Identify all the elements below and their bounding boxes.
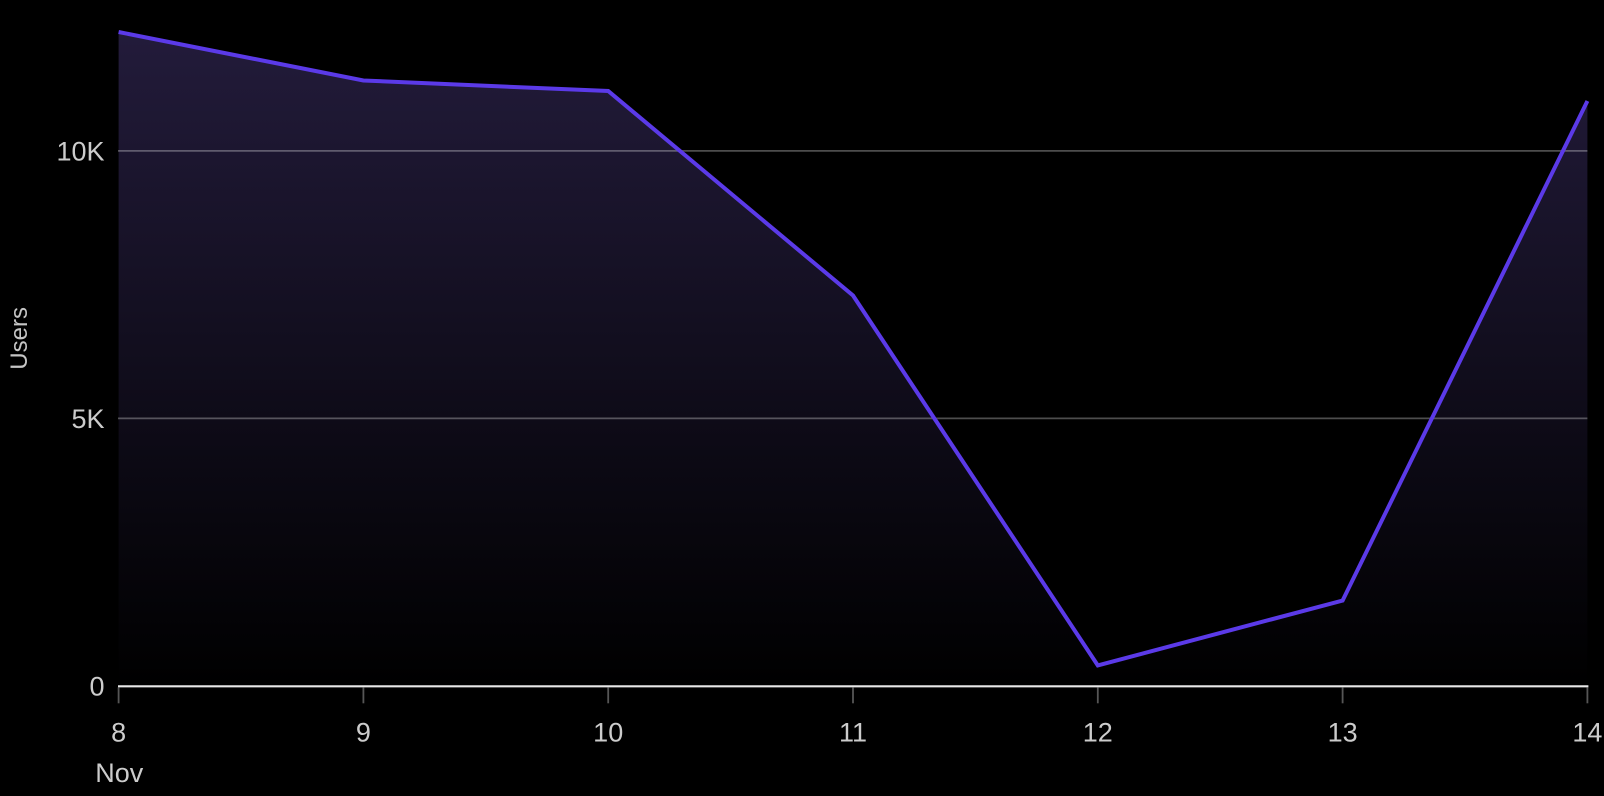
svg-text:Nov: Nov bbox=[95, 758, 144, 788]
svg-text:0: 0 bbox=[89, 672, 104, 702]
svg-text:5K: 5K bbox=[71, 404, 104, 434]
svg-text:13: 13 bbox=[1328, 718, 1358, 748]
svg-text:8: 8 bbox=[111, 718, 126, 748]
svg-text:12: 12 bbox=[1083, 718, 1113, 748]
svg-text:10K: 10K bbox=[56, 137, 104, 167]
svg-text:10: 10 bbox=[593, 718, 623, 748]
svg-text:9: 9 bbox=[356, 718, 371, 748]
svg-text:14: 14 bbox=[1572, 718, 1602, 748]
svg-text:Users: Users bbox=[6, 307, 33, 370]
svg-text:11: 11 bbox=[839, 718, 867, 748]
